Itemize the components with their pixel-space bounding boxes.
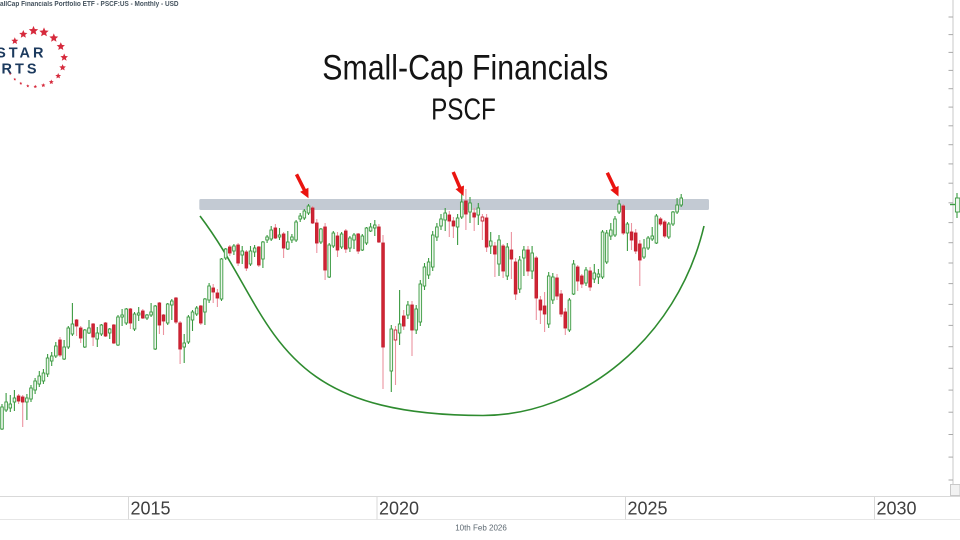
svg-text:CHARTS: CHARTS bbox=[0, 62, 40, 78]
svg-text:2015: 2015 bbox=[131, 499, 171, 519]
svg-text:2020: 2020 bbox=[379, 499, 419, 519]
svg-text:ALLSTAR: ALLSTAR bbox=[0, 46, 47, 62]
svg-text:2025: 2025 bbox=[628, 499, 668, 519]
svg-text:10th Feb 2026: 10th Feb 2026 bbox=[455, 524, 507, 533]
svg-text:2030: 2030 bbox=[877, 499, 917, 519]
svg-text:Small-Cap Financials: Small-Cap Financials bbox=[322, 49, 608, 88]
svg-text:PSCF: PSCF bbox=[431, 92, 496, 127]
